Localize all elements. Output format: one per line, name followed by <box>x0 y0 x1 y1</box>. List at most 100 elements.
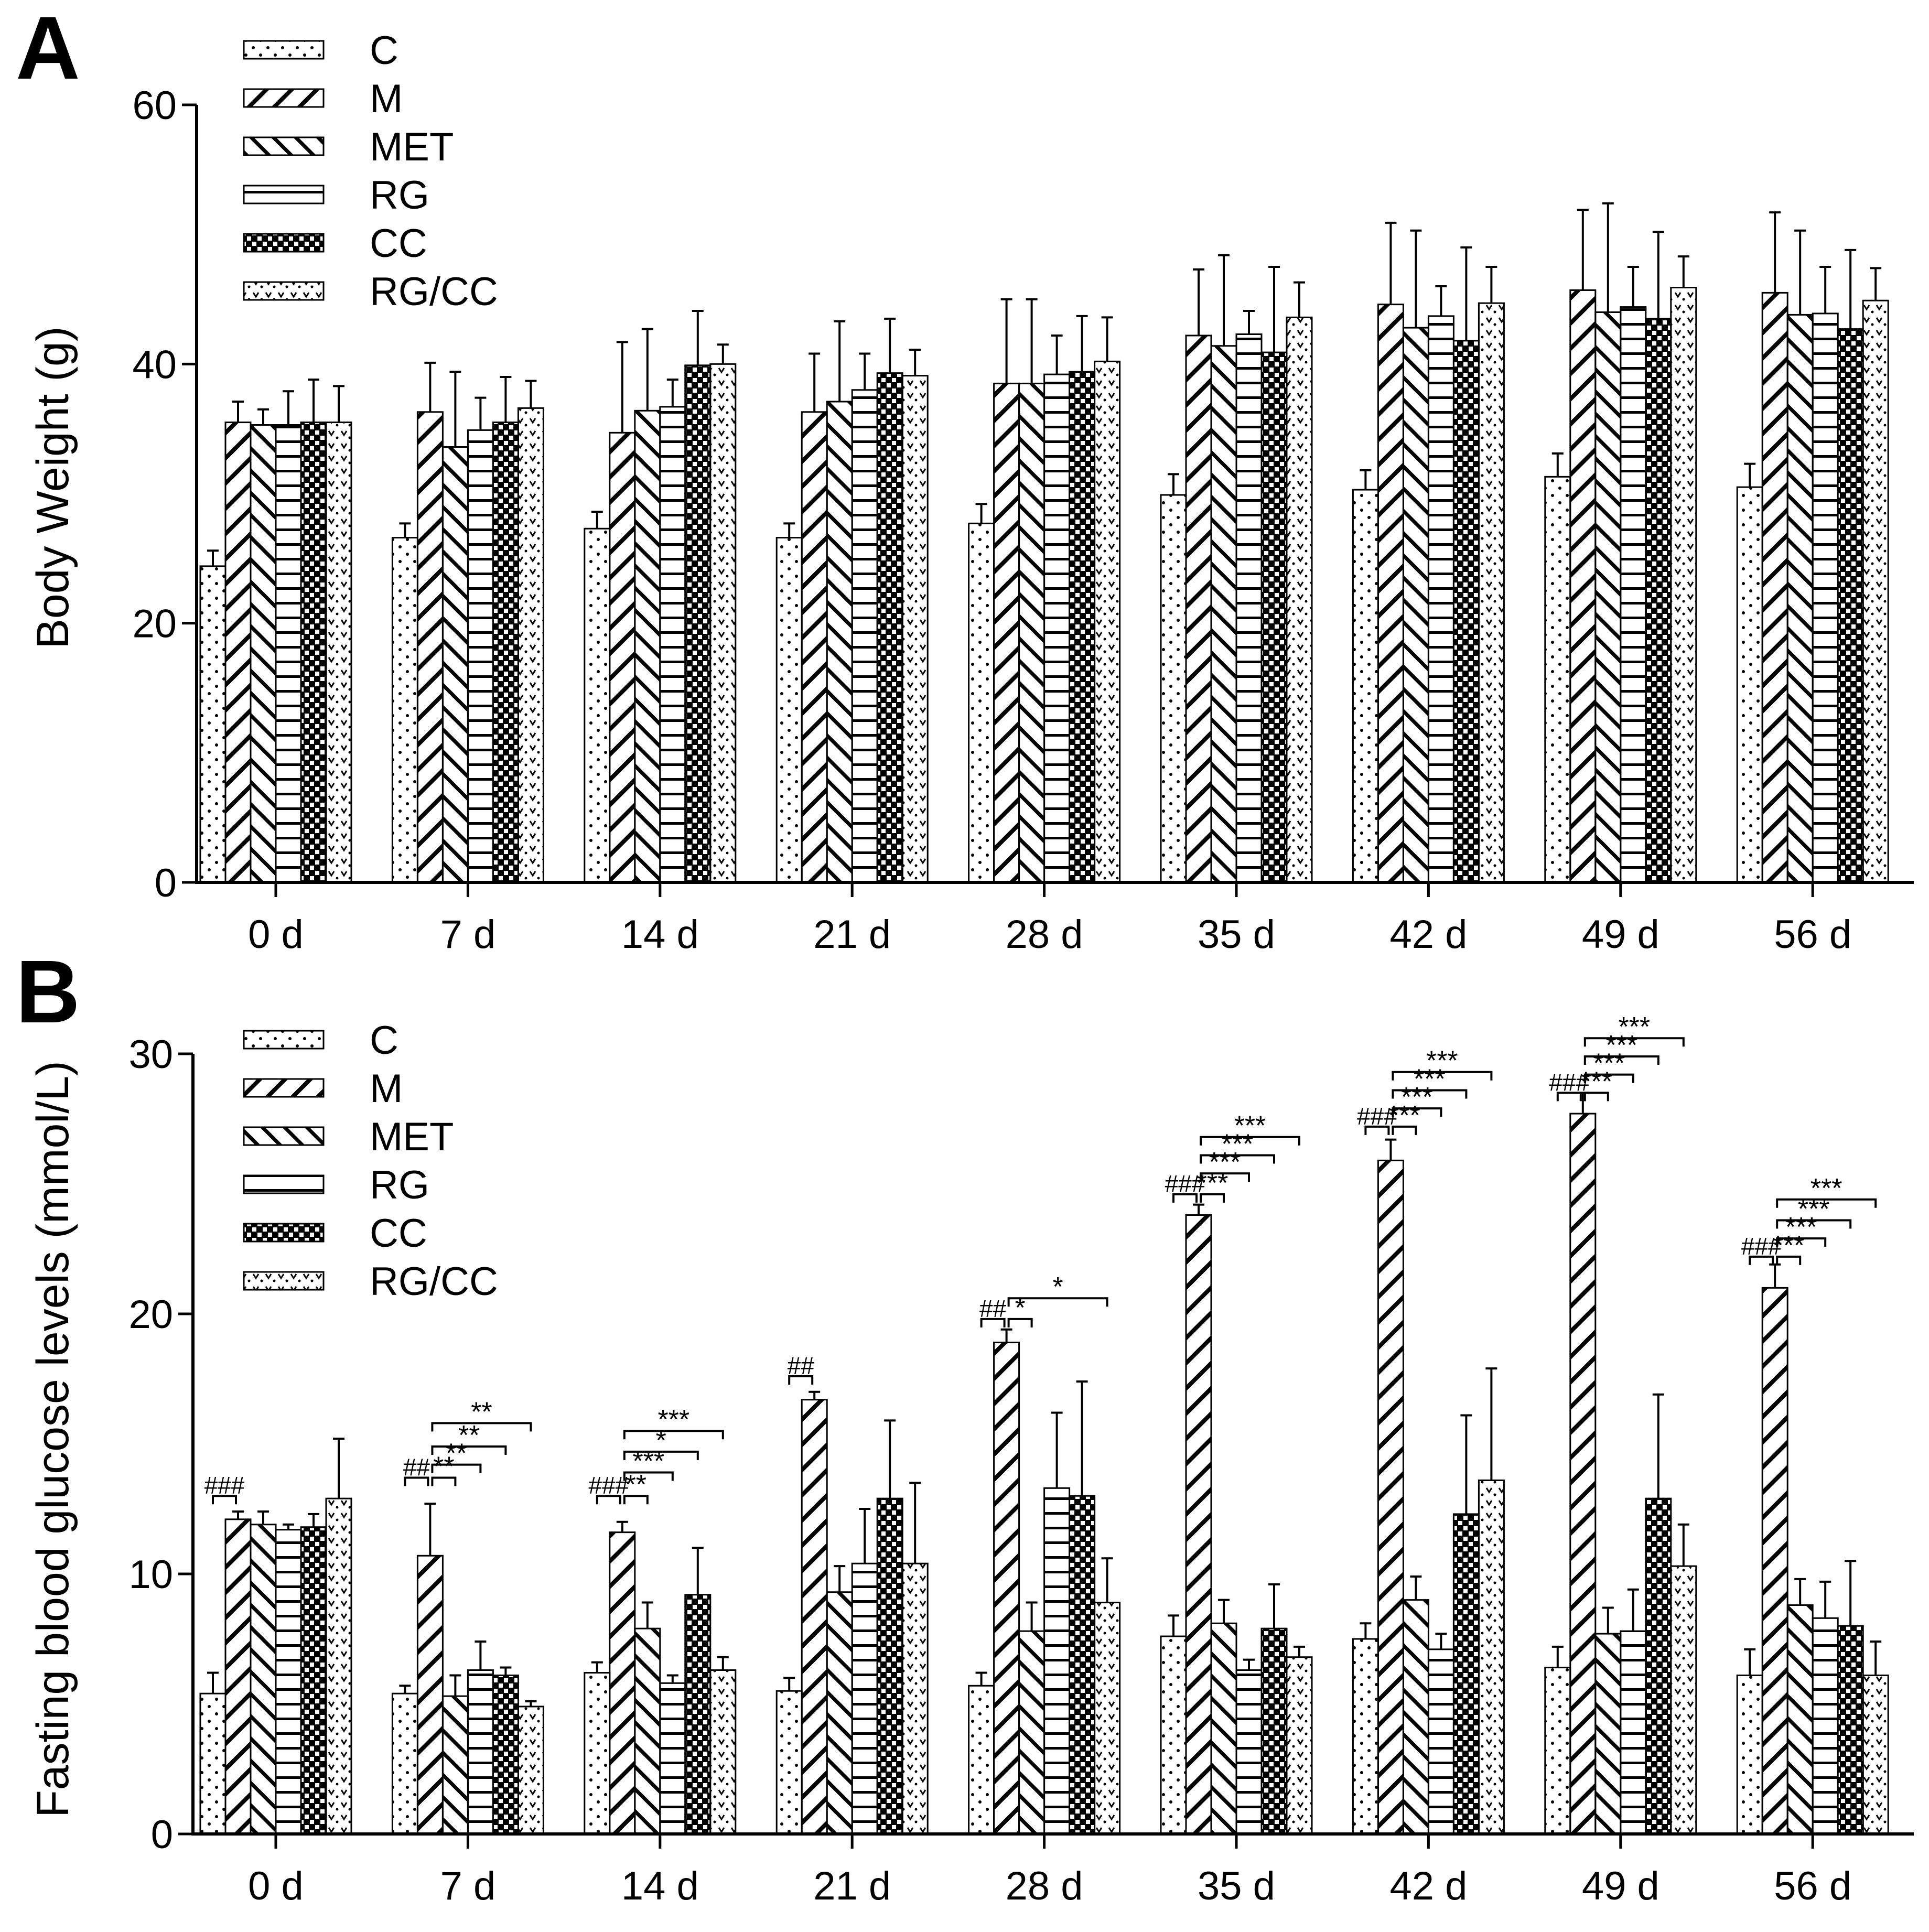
panel-b-bar-met-49-d <box>1594 1633 1622 1835</box>
panel-a-bar-rg-cc-56-d <box>1862 299 1889 883</box>
panel-b-bar-c-42-d <box>1352 1638 1379 1835</box>
panel-b-sig-56-d-m-cc-bracket <box>1776 1219 1852 1229</box>
panel-a-bar-cc-0-d <box>300 422 327 883</box>
panel-b-sig-7-d-m-rg-cc-label: ** <box>471 1397 492 1427</box>
panel-b-bar-rg-56-d <box>1812 1617 1839 1835</box>
panel-b-x-tick-label-21-d: 21 d <box>813 1864 891 1908</box>
panel-a-bar-rg-cc-7-d <box>517 407 544 883</box>
panel-a-y-tick-label-40: 40 <box>132 342 177 387</box>
panel-b-bar-cc-21-d <box>876 1497 903 1835</box>
panel-a-legend-swatch-met <box>243 136 325 156</box>
panel-b-bar-met-7-d <box>441 1695 469 1835</box>
panel-a-bar-met-14-d <box>634 409 661 883</box>
panel-a-bar-m-49-d <box>1569 289 1597 883</box>
panel-b-bar-c-35-d <box>1160 1635 1187 1835</box>
panel-b-x-tick-label-56-d: 56 d <box>1774 1864 1851 1908</box>
panel-a-bar-rg-cc-42-d <box>1478 302 1505 883</box>
panel-b-sig-42-d-c-m-bracket <box>1364 1125 1390 1135</box>
panel-a-legend-swatch-rg-cc <box>243 281 325 301</box>
panel-b-legend-label-c: C <box>370 1018 398 1063</box>
panel-b-sig-35-d-m-rg-cc-label: *** <box>1234 1111 1266 1141</box>
panel-b-sig-42-d-m-rg-bracket <box>1392 1107 1442 1117</box>
panel-b-y-tick-label-10: 10 <box>128 1552 173 1597</box>
panel-b-bar-m-35-d <box>1185 1214 1212 1835</box>
panel-b-bar-rg-28-d <box>1043 1487 1071 1835</box>
panel-a-bar-rg-28-d <box>1043 373 1071 883</box>
panel-a-bar-rg-cc-49-d <box>1670 287 1697 883</box>
panel-b-sig-14-d-m-rg-cc-bracket <box>623 1430 724 1440</box>
panel-b-bar-met-21-d <box>826 1591 853 1835</box>
panel-b-legend-swatch-rg <box>243 1174 325 1194</box>
panel-b-sig-14-d-m-rg-cc-label: *** <box>658 1405 689 1435</box>
panel-b-sig-28-d-m-met-label: * <box>1015 1293 1025 1323</box>
panel-b-bar-cc-49-d <box>1645 1497 1672 1835</box>
panel-b-sig-42-d-m-rg-cc-bracket <box>1392 1071 1493 1081</box>
panel-b-y-tick-label-30: 30 <box>128 1032 173 1077</box>
panel-b-sig-35-d-m-rg-cc-bracket <box>1200 1136 1300 1146</box>
panel-b-label: B <box>16 942 80 1042</box>
panel-a-legend-swatch-rg <box>243 185 325 204</box>
panel-a-bar-c-21-d <box>775 537 803 883</box>
panel-b-sig-42-d-m-met-bracket <box>1392 1125 1417 1135</box>
panel-b-bar-c-0-d <box>199 1692 227 1835</box>
panel-b-bar-c-49-d <box>1544 1667 1571 1835</box>
panel-b-sig-35-d-m-cc-bracket <box>1200 1154 1275 1164</box>
panel-b-legend-swatch-c <box>243 1030 325 1050</box>
panel-a-bar-rg-cc-21-d <box>901 375 929 883</box>
panel-a-x-tick-label-14-d: 14 d <box>621 912 699 957</box>
panel-b-bar-cc-7-d <box>492 1674 519 1835</box>
panel-a-bar-rg-42-d <box>1427 315 1454 883</box>
panel-b-x-tick-label-14-d: 14 d <box>621 1864 699 1908</box>
panel-b-sig-28-d-c-m-bracket <box>980 1318 1006 1327</box>
panel-b-bar-rg-cc-28-d <box>1094 1602 1121 1835</box>
panel-b-sig-49-d-m-met-bracket <box>1583 1092 1609 1102</box>
panel-b-sig-28-d-m-rg-cc-label: * <box>1052 1272 1063 1302</box>
panel-a-bar-rg-21-d <box>851 389 878 883</box>
panel-a-legend-swatch-cc <box>243 233 325 253</box>
panel-a-bar-m-28-d <box>993 382 1020 883</box>
panel-b-sig-56-d-m-rg-cc-label: *** <box>1811 1173 1842 1204</box>
panel-b-bar-met-28-d <box>1018 1630 1046 1835</box>
panel-b-legend-label-met: MET <box>370 1115 454 1159</box>
panel-b-bar-m-56-d <box>1761 1287 1788 1835</box>
panel-b-sig-35-d-m-met-bracket <box>1200 1193 1225 1203</box>
panel-b-bar-m-21-d <box>801 1399 828 1835</box>
panel-a-legend-label-met: MET <box>370 125 454 169</box>
panel-b-bar-rg-35-d <box>1235 1669 1263 1835</box>
panel-a-bar-rg-49-d <box>1620 306 1647 883</box>
panel-a-y-tick-label-60: 60 <box>132 83 177 128</box>
panel-b-bar-rg-cc-21-d <box>901 1562 929 1835</box>
panel-b-sig-42-d-m-rg-cc-label: *** <box>1426 1046 1458 1076</box>
panel-b-bar-cc-0-d <box>300 1526 327 1835</box>
panel-b-bar-rg-cc-14-d <box>709 1669 737 1835</box>
panel-b-sig-14-d-m-cc-bracket <box>623 1450 699 1460</box>
panel-a-bar-m-14-d <box>609 431 636 883</box>
panel-b-sig-7-d-m-met-bracket <box>431 1476 457 1486</box>
panel-a-bar-rg-cc-14-d <box>709 363 737 883</box>
panel-a-y-tick-label-0: 0 <box>155 861 177 905</box>
panel-b-bar-rg-cc-49-d <box>1670 1565 1697 1835</box>
panel-b-bar-rg-21-d <box>851 1562 878 1835</box>
panel-a-x-tick-label-21-d: 21 d <box>813 912 891 957</box>
panel-b-sig-7-d-m-rg-cc-bracket <box>431 1422 532 1432</box>
panel-b-sig-56-d-c-m-label: ### <box>1741 1233 1782 1260</box>
panel-a-bar-met-7-d <box>441 446 469 883</box>
panel-b-bar-rg-cc-35-d <box>1286 1656 1313 1835</box>
panel-b-bar-rg-cc-42-d <box>1478 1479 1505 1835</box>
panel-b-legend-swatch-rg-cc <box>243 1271 325 1291</box>
panel-b-bar-m-14-d <box>609 1531 636 1835</box>
panel-b-bar-met-35-d <box>1210 1622 1237 1835</box>
panel-b-bar-c-21-d <box>775 1690 803 1835</box>
panel-b-sig-42-d-m-cc-label: *** <box>1414 1064 1446 1094</box>
panel-a-bar-cc-56-d <box>1837 328 1864 883</box>
panel-a-legend-label-rg-cc: RG/CC <box>370 269 498 314</box>
panel-b-bar-c-7-d <box>391 1692 418 1835</box>
panel-a-bar-rg-cc-28-d <box>1094 360 1121 883</box>
panel-b-sig-7-d-c-m-bracket <box>404 1476 429 1486</box>
panel-b-x-tick-label-0-d: 0 d <box>248 1864 304 1908</box>
panel-b-bar-c-56-d <box>1736 1674 1763 1835</box>
panel-b-sig-35-d-c-m-bracket <box>1172 1193 1198 1203</box>
panel-a-y-tick-label-20: 20 <box>132 602 177 646</box>
panel-a-x-tick-label-7-d: 7 d <box>440 912 496 957</box>
